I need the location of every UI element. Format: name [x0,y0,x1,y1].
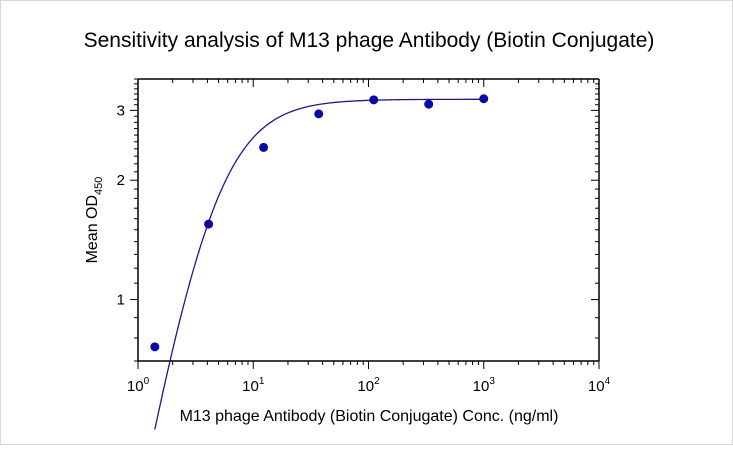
data-point [150,342,160,352]
data-point [424,99,434,109]
x-tick-label-base: 10 [242,378,259,395]
x-tick-label-base: 10 [127,378,144,395]
y-tick-label: 2 [117,172,125,189]
x-axis-label: M13 phage Antibody (Biotin Conjugate) Co… [180,408,559,425]
x-tick-labels: 100 101 102 103 104 [127,376,611,395]
data-point [259,142,269,152]
x-tick-label: 101 [242,376,265,395]
x-tick-label-base: 10 [473,378,490,395]
x-tick-label: 102 [357,376,380,395]
x-tick-label-exponent: 0 [144,376,150,387]
data-points [150,94,489,352]
data-point [369,95,379,105]
y-tick-label: 3 [117,102,125,119]
x-tick-label-exponent: 4 [605,376,611,387]
x-tick-label-exponent: 2 [374,376,380,387]
x-tick-label-base: 10 [588,378,605,395]
y-axis-label-subscript: 450 [93,177,105,195]
x-tick-label: 104 [588,376,611,395]
y-tick-labels: 1 2 3 [117,102,125,308]
x-tick-label-exponent: 3 [489,376,495,387]
fit-curve [154,98,484,430]
axis-ticks [130,78,600,369]
fit-curve-group [154,98,484,430]
x-tick-label: 100 [127,376,150,395]
data-point [314,109,324,119]
x-tick-label-exponent: 1 [259,376,265,387]
x-tick-label-base: 10 [357,378,374,395]
x-tick-label: 103 [473,376,496,395]
y-tick-label: 1 [117,292,125,309]
data-point [204,219,214,229]
y-axis-label-main: Mean OD [84,195,101,263]
y-axis-label: Mean OD450 [84,177,105,264]
data-point [479,94,489,104]
chart-title: Sensitivity analysis of M13 phage Antibo… [84,29,655,52]
